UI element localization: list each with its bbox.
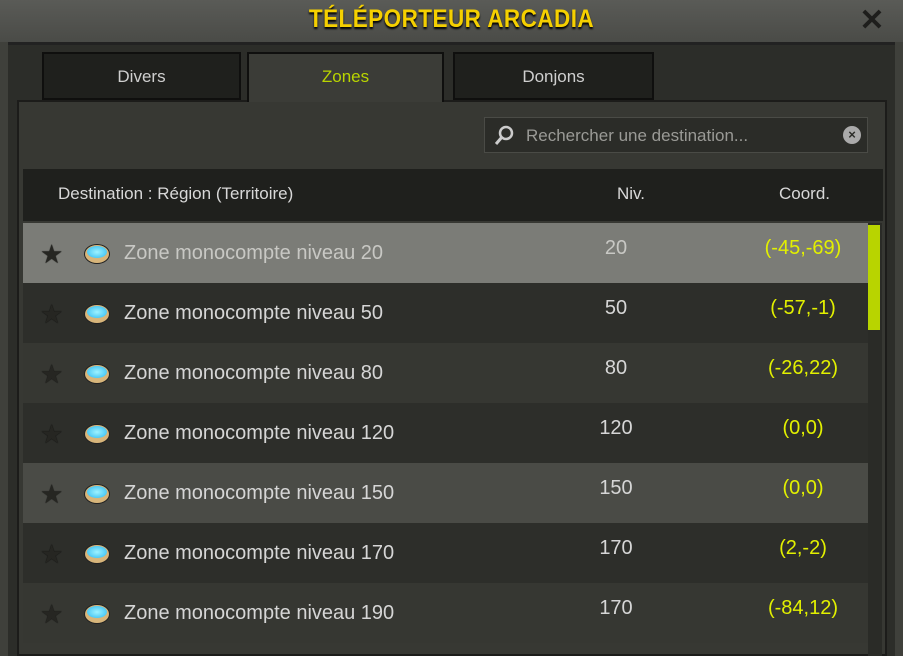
row-name: Zone monocompte niveau 20 [124, 242, 384, 264]
row-coord: (-26,22) [767, 357, 839, 379]
favorite-star-icon[interactable]: ★ [40, 539, 64, 569]
tab-divers[interactable]: Divers [42, 52, 241, 100]
search-icon [494, 125, 514, 145]
row-coord: (0,0) [782, 477, 824, 499]
row-level: 170 [599, 537, 633, 559]
table-row[interactable]: ★ Zone monocompte niveau 50 50 (-57,-1) [23, 283, 868, 343]
header-coord[interactable]: Coord. [779, 184, 831, 203]
clear-search-icon[interactable]: × [843, 126, 861, 144]
scrollbar-thumb[interactable] [868, 225, 880, 330]
row-name: Zone monocompte niveau 50 [124, 302, 384, 324]
zaap-icon [84, 544, 110, 564]
row-name: Zone monocompte niveau 150 [124, 482, 395, 504]
tab-zones[interactable]: Zones [247, 52, 444, 102]
header-destination[interactable]: Destination : Région (Territoire) [58, 184, 294, 203]
title-bar: TÉLÉPORTEUR ARCADIA ✕ [0, 0, 903, 42]
row-level: 20 [604, 237, 628, 259]
row-name: Zone monocompte niveau 120 [124, 422, 395, 444]
row-level: 50 [604, 297, 628, 319]
tab-donjons[interactable]: Donjons [453, 52, 654, 100]
zaap-icon [84, 424, 110, 444]
favorite-star-icon[interactable]: ★ [40, 479, 64, 509]
table-row[interactable]: ★ Zone monocompte niveau 190 170 (-84,12… [23, 583, 868, 643]
window-title: TÉLÉPORTEUR ARCADIA [308, 5, 595, 33]
table-row[interactable]: ★ Zone monocompte niveau 80 80 (-26,22) [23, 343, 868, 403]
header-level[interactable]: Niv. [617, 184, 646, 203]
row-coord: (-57,-1) [770, 297, 836, 319]
table-row[interactable]: ★ Zone monocompte niveau 20 20 (-45,-69) [23, 223, 868, 283]
row-coord: (-84,12) [767, 597, 839, 619]
table-row[interactable]: ★ Zone monocompte niveau 120 120 (0,0) [23, 403, 868, 463]
zaap-icon [84, 364, 110, 384]
row-name: Zone monocompte niveau 190 [124, 602, 395, 624]
search-placeholder: Rechercher une destination... [526, 126, 749, 145]
row-coord: (-45,-69) [764, 237, 842, 259]
table-row[interactable]: ★ Zone monocompte niveau 170 170 (2,-2) [23, 523, 868, 583]
row-level: 80 [604, 357, 628, 379]
favorite-star-icon[interactable]: ★ [40, 419, 64, 449]
favorite-star-icon[interactable]: ★ [40, 359, 64, 389]
table-row[interactable]: ★ Zone monocompte niveau 150 150 (0,0) [23, 463, 868, 523]
row-level: 170 [599, 597, 633, 619]
row-name: Zone monocompte niveau 170 [124, 542, 395, 564]
close-icon[interactable]: ✕ [859, 4, 885, 37]
zaap-icon [84, 244, 110, 264]
zaap-icon [84, 484, 110, 504]
favorite-star-icon[interactable]: ★ [40, 299, 64, 329]
row-coord: (2,-2) [779, 537, 827, 559]
zaap-icon [84, 604, 110, 624]
favorite-star-icon[interactable]: ★ [40, 599, 64, 629]
favorite-star-icon[interactable]: ★ [40, 239, 64, 269]
row-level: 150 [599, 477, 633, 499]
search-input[interactable]: Rechercher une destination... × [484, 117, 868, 153]
table-header: Destination : Région (Territoire) Niv. C… [23, 169, 883, 221]
zaap-icon [84, 304, 110, 324]
scrollbar-track[interactable] [868, 223, 882, 656]
row-name: Zone monocompte niveau 80 [124, 362, 384, 384]
row-level: 120 [599, 417, 633, 439]
row-coord: (0,0) [782, 417, 824, 439]
